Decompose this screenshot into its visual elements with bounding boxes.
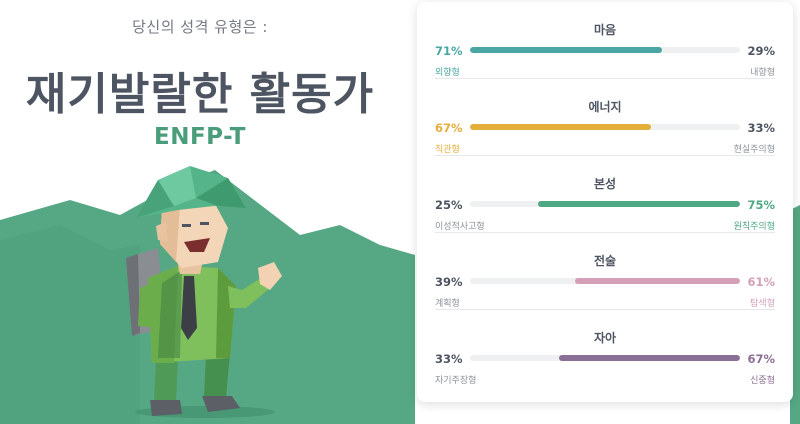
- intro-text: 당신의 성격 유형은 :: [132, 18, 268, 36]
- trait-progress-fill: [537, 201, 740, 207]
- trait-progress-track: [470, 278, 740, 284]
- trait-left-label: 이성적사고형: [435, 222, 485, 232]
- trait-row-mind: 마음 71% 29% 외향형 내향형: [435, 2, 775, 79]
- trait-right-label: 탐색형: [750, 299, 775, 309]
- personality-type-code: ENFP-T: [154, 124, 246, 150]
- trait-progress-track: [470, 47, 740, 53]
- trait-title: 마음: [593, 23, 617, 37]
- trait-left-percent: 67%: [435, 121, 463, 135]
- trait-title: 본성: [593, 177, 617, 191]
- trait-row-nature: 본성 25% 75% 이성적사고형 원칙주의형: [435, 156, 775, 233]
- trait-right-label: 신중형: [750, 376, 775, 386]
- trait-progress-fill: [470, 124, 651, 130]
- trait-title: 에너지: [588, 100, 622, 114]
- trait-title: 전술: [593, 254, 617, 268]
- trait-left-label: 계획형: [435, 299, 460, 309]
- campaigner-avatar-illustration: [126, 166, 282, 416]
- personality-type-name: 재기발랄한 활동가: [25, 69, 375, 120]
- trait-left-percent: 39%: [435, 275, 463, 289]
- trait-row-energy: 에너지 67% 33% 직관형 현실주의형: [435, 79, 775, 156]
- trait-title: 자아: [593, 331, 617, 345]
- trait-left-label: 외향형: [435, 68, 460, 78]
- trait-left-label: 자기주장형: [435, 376, 477, 386]
- trait-right-percent: 61%: [747, 275, 775, 289]
- trait-right-label: 현실주의형: [733, 145, 775, 155]
- trait-left-percent: 71%: [435, 44, 463, 58]
- trait-right-label: 원칙주의형: [733, 222, 775, 232]
- trait-progress-fill: [470, 47, 662, 53]
- trait-right-label: 내향형: [750, 68, 775, 78]
- trait-row-tactics: 전술 39% 61% 계획형 탐색형: [435, 233, 775, 310]
- trait-right-percent: 67%: [747, 352, 775, 366]
- trait-left-percent: 25%: [435, 198, 463, 212]
- trait-left-label: 직관형: [435, 145, 460, 155]
- trait-right-percent: 29%: [747, 44, 775, 58]
- trait-progress-track: [470, 124, 740, 130]
- trait-progress-track: [470, 355, 740, 361]
- trait-right-percent: 75%: [747, 198, 775, 212]
- result-header: 당신의 성격 유형은 : 재기발랄한 활동가 ENFP-T: [25, 18, 375, 416]
- trait-progress-track: [470, 201, 740, 207]
- trait-left-percent: 33%: [435, 352, 463, 366]
- trait-progress-fill: [559, 355, 740, 361]
- trait-row-identity: 자아 33% 67% 자기주장형 신중형: [435, 310, 775, 387]
- trait-right-percent: 33%: [747, 121, 775, 135]
- trait-progress-fill: [575, 278, 740, 284]
